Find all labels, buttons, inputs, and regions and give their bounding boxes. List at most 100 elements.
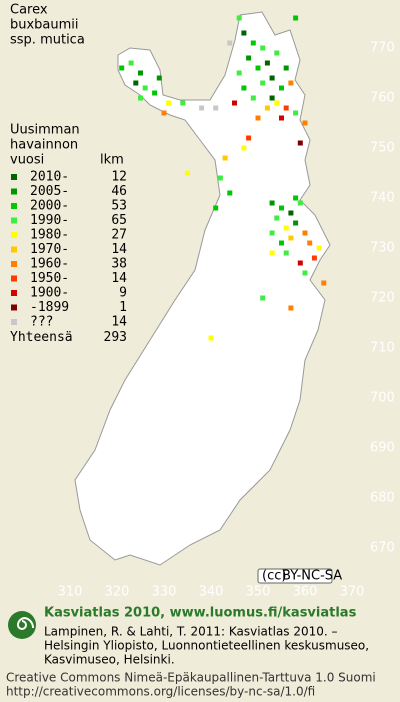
citation-line: Helsingin Yliopisto, Luonnontieteellinen…: [44, 639, 369, 653]
legend-swatch: [11, 188, 17, 195]
legend-label: 1980-: [30, 228, 69, 243]
record-square: [217, 175, 223, 181]
x-tick-label: 360: [293, 585, 318, 600]
y-tick-label: 730: [370, 241, 395, 256]
license-badge[interactable]: [257, 568, 333, 584]
record-square: [227, 190, 233, 196]
record-square: [288, 235, 294, 241]
record-square: [152, 90, 158, 96]
record-square: [250, 40, 256, 46]
record-square: [279, 85, 284, 91]
x-tick-label: 310: [58, 585, 83, 600]
legend-year-header: vuosi: [10, 153, 44, 168]
citation-line: Kasvimuseo, Helsinki.: [44, 653, 175, 667]
record-square: [236, 15, 242, 21]
record-square: [199, 105, 205, 111]
y-tick-label: 690: [370, 441, 395, 456]
record-square: [297, 260, 303, 266]
license-line: http://creativecommons.org/licenses/by-n…: [6, 685, 315, 699]
legend-count: 9: [119, 286, 127, 301]
badge-text: BY-NC-SA: [282, 569, 342, 584]
legend-swatch: [11, 174, 17, 180]
legend-label: 1970-: [30, 242, 69, 257]
y-tick-label: 750: [370, 141, 395, 156]
x-tick-label: 340: [199, 585, 224, 600]
legend-swatch: [11, 304, 17, 311]
record-square: [213, 205, 219, 211]
legend-heading: Uusimman: [10, 123, 80, 138]
record-square: [269, 75, 275, 81]
record-square: [260, 295, 266, 301]
badge-cc: (cc): [262, 569, 286, 584]
x-tick-label: 370: [340, 585, 365, 600]
legend-heading: havainnon: [10, 138, 78, 153]
legend-label: 1990-: [30, 213, 69, 228]
finland-outline: [74, 11, 331, 566]
y-tick-label: 720: [370, 291, 395, 306]
record-square: [236, 70, 242, 76]
record-square: [297, 140, 303, 146]
x-tick-label: 350: [246, 585, 271, 600]
legend-label: 2005-: [30, 184, 69, 199]
record-square: [180, 100, 186, 106]
record-square: [241, 30, 247, 36]
record-square: [288, 80, 294, 86]
record-square: [269, 200, 275, 206]
record-square: [279, 205, 284, 211]
legend-label: 1950-: [30, 271, 69, 286]
legend-label: -1899: [30, 300, 69, 315]
y-tick-label: 770: [370, 41, 395, 56]
legend-swatch: [11, 203, 17, 209]
x-tick-label: 330: [152, 585, 177, 600]
record-square: [293, 110, 299, 116]
legend-total-label: Yhteensä: [10, 330, 73, 345]
record-square: [293, 220, 299, 226]
record-square: [316, 245, 322, 251]
y-tick-label: 670: [370, 541, 395, 556]
record-square: [274, 50, 280, 56]
legend-count: 12: [111, 170, 127, 185]
record-square: [302, 120, 308, 126]
record-square: [260, 45, 266, 51]
title-line: Carex: [10, 3, 48, 18]
y-tick-label: 680: [370, 491, 395, 506]
record-square: [142, 85, 148, 91]
record-square: [283, 65, 289, 71]
title-line: buxbaumii: [10, 18, 79, 33]
legend-count: 65: [111, 213, 127, 228]
record-square: [302, 270, 308, 276]
record-square: [302, 230, 308, 236]
legend-count: 27: [111, 228, 127, 243]
record-square: [246, 135, 252, 141]
record-square: [241, 85, 247, 91]
logo: [8, 611, 36, 639]
record-square: [288, 305, 294, 311]
record-square: [133, 80, 139, 86]
record-square: [283, 105, 289, 111]
y-tick-label: 760: [370, 91, 395, 106]
title-line: ssp. mutica: [10, 33, 85, 48]
legend-count: 14: [111, 315, 127, 330]
record-square: [279, 115, 284, 121]
legend-label: 1900-: [30, 286, 69, 301]
legend-label: 1960-: [30, 257, 69, 272]
record-square: [161, 110, 167, 116]
record-square: [138, 70, 143, 76]
legend-count: 38: [111, 257, 127, 272]
legend-label: 2000-: [30, 199, 69, 214]
legend-label: 2010-: [30, 170, 69, 185]
record-square: [297, 200, 303, 206]
record-square: [293, 15, 299, 21]
record-square: [269, 250, 275, 256]
legend-swatch: [11, 290, 17, 296]
legend-swatch: [11, 275, 17, 282]
record-square: [232, 100, 237, 106]
legend-swatch: [11, 232, 17, 238]
legend-total: 293: [104, 330, 127, 345]
record-square: [166, 100, 172, 106]
legend-swatch: [11, 217, 17, 224]
record-square: [283, 225, 289, 231]
record-square: [264, 105, 270, 111]
record-square: [293, 195, 299, 201]
